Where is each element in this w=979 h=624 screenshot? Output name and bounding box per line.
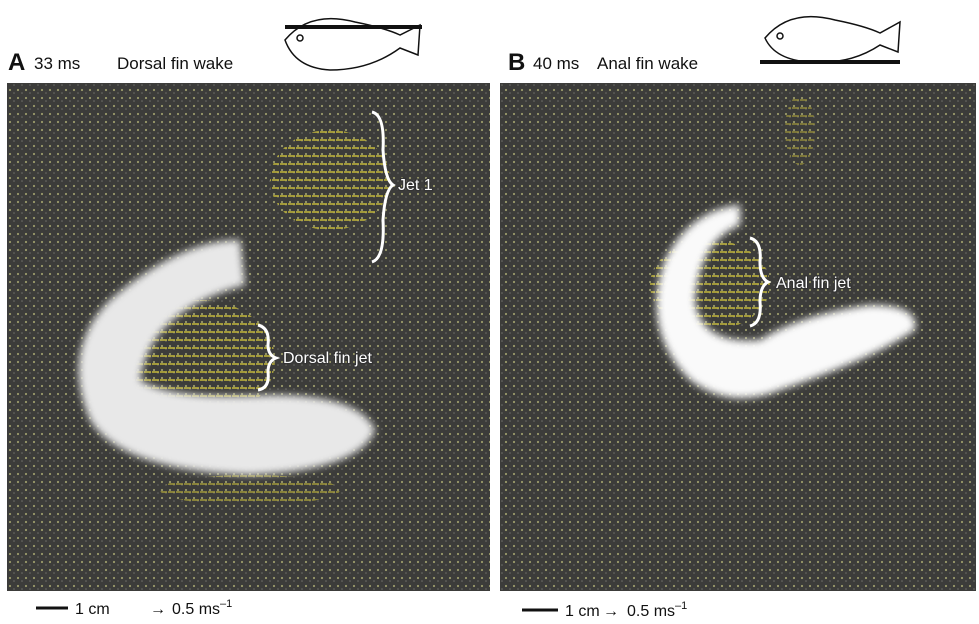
fish-icon: [285, 19, 422, 70]
scale-length: 1 cm: [565, 603, 600, 620]
panel-title: Dorsal fin wake: [117, 54, 233, 73]
scale-length: 1 cm: [75, 601, 110, 618]
scale-velocity: 0.5 ms–1: [627, 600, 687, 620]
panel-a: A 33 ms Dorsal fin wake Jet 1 Dorsal fin…: [7, 19, 490, 618]
annotation: Dorsal fin jet: [283, 350, 372, 367]
panel-title: Anal fin wake: [597, 54, 698, 73]
panel-b: B 40 ms Anal fin wake Anal fin jet 1 cm …: [500, 17, 976, 620]
scale-arrow: →: [150, 601, 166, 618]
panel-letter: B: [508, 49, 525, 76]
panel-time: 40 ms: [533, 54, 579, 73]
annotation: Jet 1: [398, 177, 433, 194]
annotation: Anal fin jet: [776, 275, 851, 292]
scale-velocity: 0.5 ms–1: [172, 598, 232, 618]
scale-arrow: →: [603, 603, 619, 620]
figure: A 33 ms Dorsal fin wake Jet 1 Dorsal fin…: [0, 0, 979, 624]
panel-letter: A: [8, 49, 25, 76]
panel-time: 33 ms: [34, 54, 80, 73]
fish-icon: [760, 17, 900, 63]
piv-image: [500, 83, 976, 591]
